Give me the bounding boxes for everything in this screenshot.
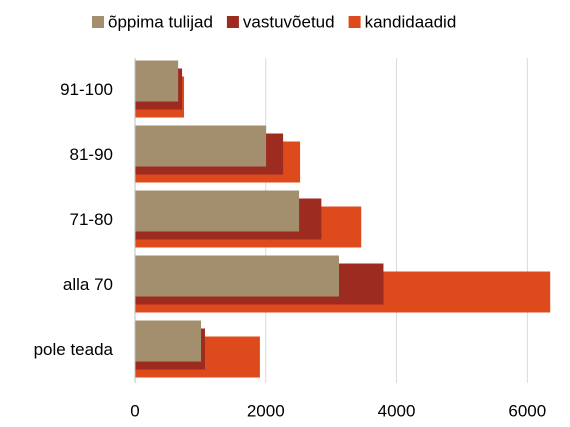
y-tick-label: pole teada xyxy=(34,340,114,359)
y-tick-label: alla 70 xyxy=(63,275,113,294)
legend-label: vastuvõetud xyxy=(243,12,335,31)
legend-swatch xyxy=(348,16,361,28)
x-tick-label: 4000 xyxy=(378,401,416,420)
x-tick-label: 2000 xyxy=(247,401,285,420)
y-tick-label: 91-100 xyxy=(60,80,113,99)
legend-swatch xyxy=(226,16,239,28)
y-tick-label: 81-90 xyxy=(70,145,113,164)
bar xyxy=(135,255,339,297)
legend-label: õppima tulijad xyxy=(108,12,213,31)
bar xyxy=(135,60,179,102)
legend-label: kandidaadid xyxy=(365,12,457,31)
bar xyxy=(135,320,202,362)
bar xyxy=(135,125,267,167)
x-tick-label: 6000 xyxy=(508,401,546,420)
bar xyxy=(135,190,300,232)
legend-swatch xyxy=(92,16,104,28)
y-tick-label: 71-80 xyxy=(70,210,113,229)
x-tick-label: 0 xyxy=(130,401,139,420)
